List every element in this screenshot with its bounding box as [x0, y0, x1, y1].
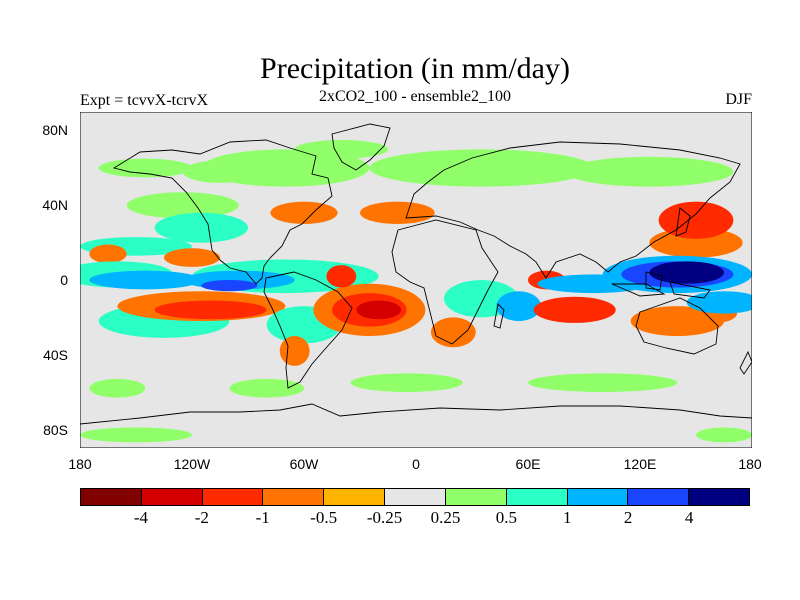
anomaly-contours	[80, 140, 752, 443]
lat-label-40n: 40N	[42, 197, 68, 213]
colorbar-swatch	[689, 489, 749, 505]
anomaly-patch	[294, 140, 388, 159]
anomaly-patch	[649, 227, 743, 258]
lat-label-80n: 80N	[42, 122, 68, 138]
colorbar-label: 0.25	[430, 508, 461, 527]
lon-label-180w: 180	[68, 456, 92, 472]
colorbar-swatch	[263, 489, 325, 505]
anomaly-patch	[279, 336, 310, 366]
map-panel	[80, 112, 752, 448]
anomaly-patch	[369, 149, 594, 187]
colorbar-label: -1	[255, 508, 270, 527]
colorbar-label: 0.5	[495, 508, 517, 527]
colorbar-swatch	[445, 489, 507, 505]
coastline-north-america	[112, 139, 333, 285]
coastline-africa	[391, 219, 499, 345]
coastline-japan	[675, 207, 691, 237]
anomaly-patch	[154, 300, 267, 320]
anomaly-patch	[89, 244, 127, 264]
anomaly-patch	[164, 248, 220, 267]
lon-label-120w: 120W	[173, 456, 211, 472]
anomaly-patch	[565, 156, 734, 187]
lon-label-0: 0	[412, 456, 420, 472]
coastline-new-zealand	[739, 350, 752, 375]
colorbar-swatch	[385, 489, 446, 505]
lon-label-60e: 60E	[515, 456, 541, 472]
lat-label-equator: 0	[60, 272, 68, 288]
lon-label-60w: 60W	[289, 456, 319, 472]
colorbar-swatch	[567, 489, 629, 505]
coastline-madagascar	[493, 303, 505, 329]
anomaly-patch	[430, 317, 476, 348]
anomaly-patch	[89, 378, 146, 398]
colorbar	[80, 488, 750, 506]
colorbar-swatch	[506, 489, 568, 505]
anomaly-patch	[533, 296, 616, 323]
colorbar-label: 1	[563, 508, 572, 527]
anomaly-patch	[649, 261, 725, 284]
anomaly-patch	[360, 201, 435, 224]
anomaly-patch	[528, 373, 678, 392]
anomaly-patch	[686, 291, 752, 314]
coastline-antarctica	[80, 403, 752, 425]
anomaly-patch	[98, 158, 192, 178]
anomaly-patch	[496, 291, 542, 322]
colorbar-swatch	[202, 489, 264, 505]
colorbar-swatch	[81, 489, 142, 505]
season-label: DJF	[725, 91, 752, 108]
colorbar-label: -0.25	[366, 508, 403, 527]
coastline-greenland	[331, 123, 391, 171]
colorbar-swatch	[324, 489, 386, 505]
anomaly-patch	[350, 373, 463, 392]
anomaly-patch	[201, 149, 370, 187]
precipitation-map	[80, 112, 752, 448]
anomaly-patch	[89, 270, 202, 290]
anomaly-patch	[356, 300, 402, 320]
anomaly-patch	[201, 280, 258, 292]
coastline-australia	[635, 297, 719, 355]
coastline-indonesia	[611, 271, 666, 297]
comparison-label: 2xCO2_100 - ensemble2_100	[319, 88, 511, 105]
anomaly-patch	[126, 192, 239, 219]
anomaly-patch	[80, 427, 192, 443]
coastline-new-guinea	[669, 281, 711, 299]
lon-label-180e: 180	[738, 456, 762, 472]
anomaly-patch	[270, 201, 338, 224]
coastlines	[80, 123, 752, 425]
colorbar-label: 2	[623, 508, 633, 527]
plot-title: Precipitation (in mm/day)	[260, 52, 570, 85]
experiment-label: Expt = tcvvX-tcrvX	[80, 92, 209, 109]
anomaly-patch	[696, 427, 752, 443]
lat-label-80s: 80S	[43, 422, 68, 438]
coastline-south-america	[263, 271, 353, 389]
anomaly-patch	[154, 212, 248, 243]
colorbar-label: -0.5	[310, 508, 338, 527]
colorbar-swatch	[628, 489, 690, 505]
coastline-eurasia	[405, 141, 741, 279]
colorbar-swatch	[141, 489, 203, 505]
lat-label-40s: 40S	[43, 347, 68, 363]
colorbar-label: -4	[133, 508, 148, 527]
colorbar-label: -2	[194, 508, 209, 527]
anomaly-patch	[229, 378, 304, 398]
lon-label-120e: 120E	[623, 456, 657, 472]
colorbar-label: 4	[684, 508, 694, 527]
anomaly-patch	[326, 265, 357, 288]
